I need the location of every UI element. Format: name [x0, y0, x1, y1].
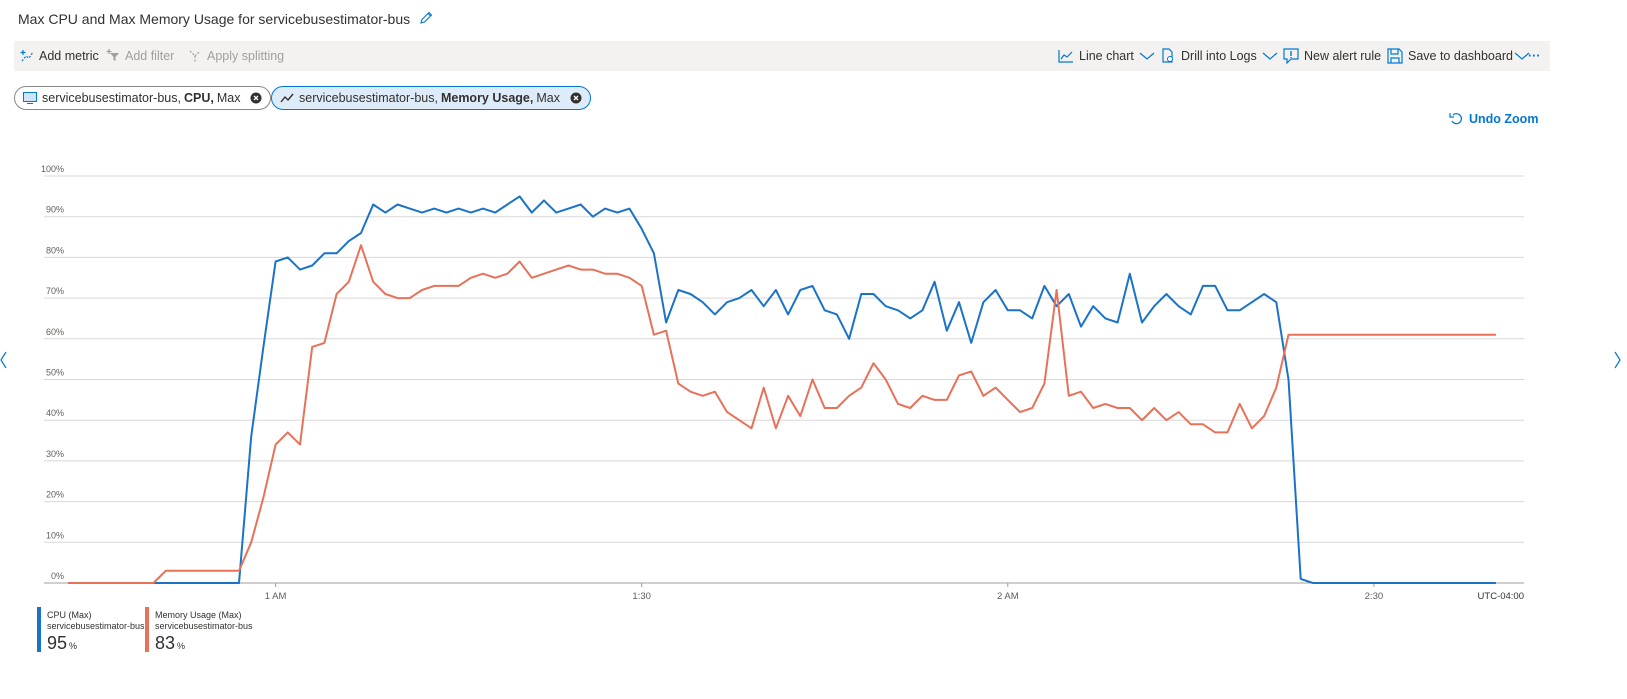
legend-swatch	[37, 607, 41, 652]
scroll-left[interactable]	[0, 351, 7, 369]
y-tick-label: 40%	[46, 408, 64, 418]
add-filter-button[interactable]: Add filter	[106, 41, 174, 71]
legend-resource: servicebusestimator-bus	[155, 621, 253, 631]
y-tick-label: 50%	[46, 368, 64, 378]
y-tick-label: 80%	[46, 245, 64, 255]
y-tick-label: 20%	[46, 490, 64, 500]
pill-resource: servicebusestimator-bus,	[42, 91, 181, 105]
y-tick-label: 10%	[46, 530, 64, 540]
metric-pill[interactable]: servicebusestimator-bus, CPU, Max	[14, 86, 272, 110]
add-metric-button[interactable]: Add metric	[20, 41, 99, 71]
metric-pill[interactable]: servicebusestimator-bus, Memory Usage, Max	[271, 86, 591, 110]
toolbar: Add metric Add filter Apply splitting Li…	[14, 41, 1550, 71]
pill-metric: CPU,	[183, 91, 214, 105]
x-tick-label: 2 AM	[997, 591, 1019, 602]
line-chart-button[interactable]: Line chart	[1058, 41, 1161, 71]
y-tick-label: 30%	[46, 449, 64, 459]
y-tick-label: 100%	[41, 164, 64, 174]
undo-zoom-label: Undo Zoom	[1469, 112, 1539, 126]
legend-name: Memory Usage (Max)	[155, 610, 242, 620]
new-alert-button[interactable]: New alert rule	[1283, 41, 1381, 71]
pill-resource: servicebusestimator-bus,	[299, 91, 438, 105]
pill-aggregation: Max	[536, 91, 560, 105]
apply-splitting-button[interactable]: Apply splitting	[188, 41, 284, 71]
pill-metric: Memory Usage,	[440, 91, 534, 105]
y-tick-label: 70%	[46, 286, 64, 296]
legend-resource: servicebusestimator-bus	[47, 621, 145, 631]
x-tick-label: 2:30	[1365, 591, 1384, 602]
scroll-right[interactable]	[1614, 351, 1621, 369]
legend-unit: %	[177, 641, 185, 651]
button-label: Line chart	[1079, 49, 1134, 63]
legend-unit: %	[69, 641, 77, 651]
x-tick-label: 1:30	[632, 591, 651, 602]
button-label: Add metric	[39, 49, 99, 63]
pill-aggregation: Max	[216, 91, 241, 105]
x-tick-label: 1 AM	[265, 591, 287, 602]
edit-icon[interactable]	[418, 10, 434, 26]
y-tick-label: 90%	[46, 205, 64, 215]
button-label: Drill into Logs	[1181, 49, 1257, 63]
more-button[interactable]: ···	[1528, 49, 1541, 63]
title-text: Max CPU and Max Memory Usage for service…	[18, 11, 411, 27]
remove-pill[interactable]	[250, 92, 262, 104]
legend-value: 83	[155, 633, 175, 653]
legend-item[interactable]: CPU (Max)servicebusestimator-bus 95%	[37, 607, 145, 653]
chart-title: Max CPU and Max Memory Usage for service…	[18, 10, 434, 27]
legend-name: CPU (Max)	[47, 610, 92, 620]
y-tick-label: 0%	[51, 571, 64, 581]
timezone-label: UTC-04:00	[1478, 591, 1524, 602]
button-label: Apply splitting	[207, 49, 285, 63]
legend-value: 95	[47, 633, 67, 653]
series-line	[68, 244, 1496, 584]
button-label: Save to dashboard	[1408, 49, 1513, 63]
series-line	[68, 195, 1496, 584]
button-label: New alert rule	[1304, 49, 1382, 63]
remove-pill[interactable]	[570, 92, 582, 104]
button-label: Add filter	[125, 49, 175, 63]
undo-zoom-button[interactable]: Undo Zoom	[1449, 112, 1538, 126]
legend-swatch	[145, 607, 149, 652]
legend-item[interactable]: Memory Usage (Max)servicebusestimator-bu…	[145, 607, 253, 653]
y-tick-label: 60%	[46, 327, 64, 337]
save-dashboard-button[interactable]: Save to dashboard	[1387, 41, 1536, 71]
drill-logs-button[interactable]: Drill into Logs	[1160, 41, 1284, 71]
